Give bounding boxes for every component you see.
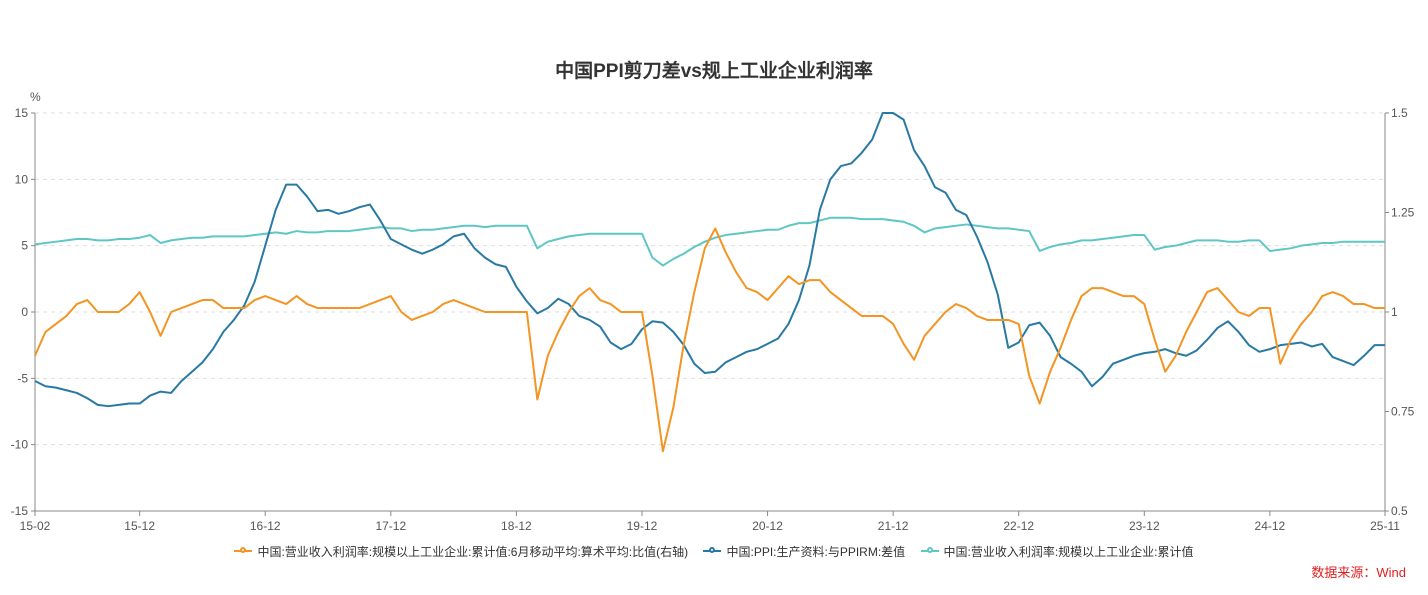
x-tick-label: 24-12 [1255, 519, 1286, 533]
right-tick-label: 1.5 [1391, 106, 1408, 120]
legend-swatch-orange [234, 547, 253, 553]
series-layer [34, 112, 1385, 453]
x-tick-label: 20-12 [752, 519, 783, 533]
x-tick-label: 19-12 [627, 519, 658, 533]
series-line-2 [34, 216, 1385, 267]
series-line-0 [34, 227, 1385, 453]
left-tick-label: 5 [21, 239, 28, 253]
x-tick-label: 22-12 [1003, 519, 1034, 533]
right-tick-label: 0.75 [1391, 405, 1415, 419]
left-tick-label: 10 [15, 172, 29, 186]
x-ticks: 15-02 15-12 16-12 17-12 18-12 19-12 20-12 21-12… [20, 511, 1400, 533]
left-axis-unit: % [30, 90, 41, 104]
left-y-ticks: 15 10 5 0 -5 -10 -15 [11, 106, 35, 518]
gridlines [35, 112, 1385, 446]
legend-item-ppi-spread[interactable]: 中国:PPI:生产资料:与PPIRM:差值 [703, 543, 905, 560]
legend-swatch-teal [920, 547, 939, 553]
left-tick-label: 15 [15, 106, 29, 120]
chart-title: 中国PPI剪刀差vs规上工业企业利润率 [555, 61, 873, 82]
right-tick-label: 1.25 [1391, 206, 1415, 220]
x-tick-label: 18-12 [501, 519, 532, 533]
legend-label: 中国:PPI:生产资料:与PPIRM:差值 [726, 544, 906, 559]
x-tick-label: 25-11 [1370, 519, 1400, 533]
left-tick-label: 0 [21, 305, 28, 319]
legend-item-profit-ratio[interactable]: 中国:营业收入利润率:规模以上工业企业:累计值:6月移动平均:算术平均:比值(右… [234, 543, 688, 560]
data-source: 数据来源：Wind [1311, 565, 1406, 580]
right-y-ticks: 1.5 1.25 1 0.75 0.5 [1385, 106, 1415, 518]
left-tick-label: -10 [11, 438, 29, 452]
x-tick-label: 21-12 [878, 519, 909, 533]
x-tick-label: 17-12 [375, 519, 406, 533]
legend-item-profit-margin[interactable]: 中国:营业收入利润率:规模以上工业企业:累计值 [920, 543, 1194, 560]
right-tick-label: 1 [1391, 305, 1398, 319]
left-tick-label: -5 [17, 371, 28, 385]
legend: 中国:营业收入利润率:规模以上工业企业:累计值:6月移动平均:算术平均:比值(右… [0, 541, 1428, 560]
legend-label: 中国:营业收入利润率:规模以上工业企业:累计值:6月移动平均:算术平均:比值(右… [257, 544, 689, 559]
x-tick-label: 16-12 [250, 519, 281, 533]
x-tick-label: 15-12 [124, 519, 155, 533]
legend-swatch-blue [703, 547, 722, 553]
left-tick-label: -15 [11, 504, 29, 518]
series-line-1 [34, 112, 1385, 408]
legend-label: 中国:营业收入利润率:规模以上工业企业:累计值 [943, 544, 1194, 559]
right-tick-label: 0.5 [1391, 504, 1408, 518]
x-tick-label: 23-12 [1129, 519, 1160, 533]
x-tick-label: 15-02 [20, 519, 51, 533]
